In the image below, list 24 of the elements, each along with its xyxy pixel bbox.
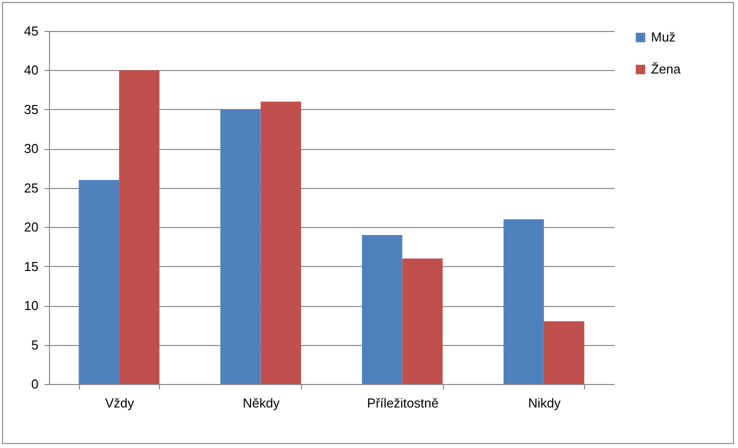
x-tick-label: Příležitostně: [367, 396, 439, 410]
y-tick-label: 45: [24, 24, 38, 38]
x-tick-label: Nikdy: [528, 396, 562, 410]
bar: [504, 219, 544, 384]
y-tick-label: 15: [24, 258, 38, 274]
x-tick-label: Někdy: [242, 396, 280, 410]
bar: [119, 70, 160, 384]
bar: [220, 109, 261, 384]
bar: [362, 234, 402, 384]
y-tick-label: 30: [24, 141, 38, 156]
bar: [402, 258, 443, 384]
legend-label: Muž: [651, 30, 676, 44]
y-tick-label: 0: [31, 376, 38, 392]
bar: [78, 180, 120, 384]
y-tick-label: 25: [24, 180, 38, 196]
y-tick-label: 35: [24, 102, 38, 117]
y-tick-label: 20: [24, 220, 38, 235]
x-tick-label: Vždy: [105, 396, 135, 410]
bar: [260, 102, 302, 384]
y-tick-label: 5: [31, 337, 38, 352]
bar: [544, 321, 584, 384]
y-tick-label: 40: [24, 62, 38, 78]
y-tick-label: 10: [24, 298, 38, 314]
legend-label: Žena: [651, 62, 682, 76]
